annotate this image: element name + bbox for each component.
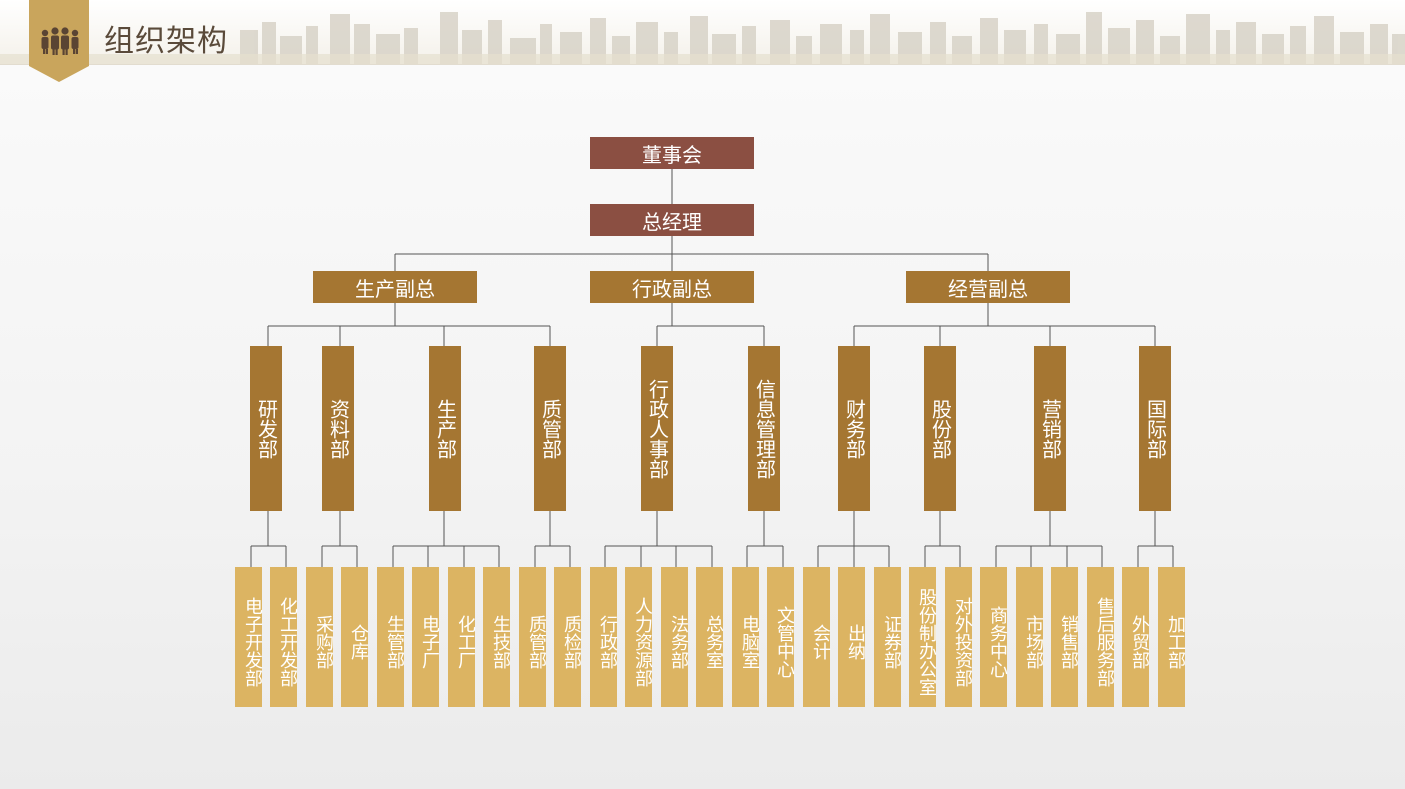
sub-node: 法务部 xyxy=(661,567,689,707)
sub-node: 行政部 xyxy=(590,567,618,707)
sub-node: 总务室 xyxy=(696,567,724,707)
vp-business-node: 经营副总 xyxy=(906,271,1070,303)
dept-it-node: 信息管理部 xyxy=(748,346,780,511)
sub-node: 电子开发部 xyxy=(235,567,263,707)
dept-quality-node: 质管部 xyxy=(534,346,566,511)
sub-node: 会计 xyxy=(803,567,831,707)
sub-node: 质检部 xyxy=(554,567,582,707)
dept-shares-node: 股份部 xyxy=(924,346,956,511)
dept-finance-node: 财务部 xyxy=(838,346,870,511)
page-title: 组织架构 xyxy=(104,24,228,59)
header-band xyxy=(0,0,1405,65)
board-node: 董事会 xyxy=(590,137,754,169)
vp-admin-node: 行政副总 xyxy=(590,271,754,303)
sub-node: 化工开发部 xyxy=(270,567,298,707)
dept-materials-node: 资料部 xyxy=(322,346,354,511)
sub-node: 股份制办公室 xyxy=(909,567,937,707)
sub-node: 生技部 xyxy=(483,567,511,707)
title-badge xyxy=(29,0,89,82)
dept-marketing-node: 营销部 xyxy=(1034,346,1066,511)
people-group-icon xyxy=(41,27,79,55)
sub-node: 售后服务部 xyxy=(1087,567,1115,707)
vp-production-node: 生产副总 xyxy=(313,271,477,303)
sub-node: 电子厂 xyxy=(412,567,440,707)
sub-node: 商务中心 xyxy=(980,567,1008,707)
sub-node: 证券部 xyxy=(874,567,902,707)
sub-node: 仓库 xyxy=(341,567,369,707)
dept-admin-hr-node: 行政人事部 xyxy=(641,346,673,511)
sub-node: 市场部 xyxy=(1016,567,1044,707)
dept-rnd-node: 研发部 xyxy=(250,346,282,511)
dept-production-node: 生产部 xyxy=(429,346,461,511)
sub-node: 出纳 xyxy=(838,567,866,707)
sub-node: 外贸部 xyxy=(1122,567,1150,707)
sub-node: 加工部 xyxy=(1158,567,1186,707)
sub-node: 对外投资部 xyxy=(945,567,973,707)
sub-node: 人力资源部 xyxy=(625,567,653,707)
general-manager-node: 总经理 xyxy=(590,204,754,236)
sub-node: 质管部 xyxy=(519,567,547,707)
sub-node: 销售部 xyxy=(1051,567,1079,707)
sub-node: 电脑室 xyxy=(732,567,760,707)
sub-node: 化工厂 xyxy=(448,567,476,707)
sub-node: 生管部 xyxy=(377,567,405,707)
dept-international-node: 国际部 xyxy=(1139,346,1171,511)
sub-node: 采购部 xyxy=(306,567,334,707)
sub-node: 文管中心 xyxy=(767,567,795,707)
city-skyline-banner xyxy=(0,12,1405,64)
